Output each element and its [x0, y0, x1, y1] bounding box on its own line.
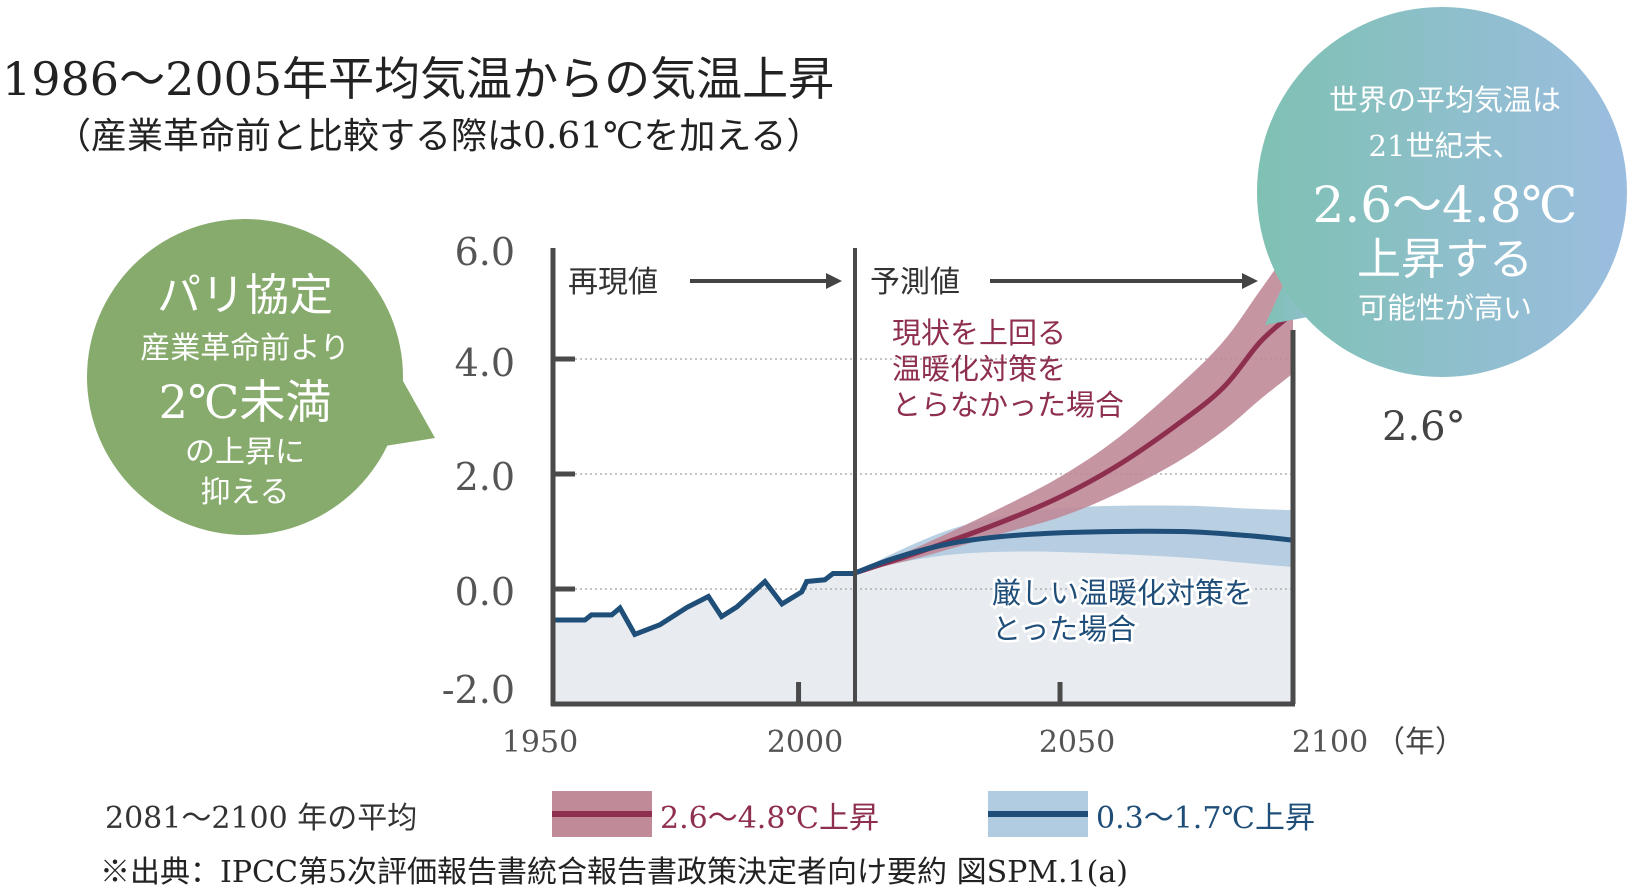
bubble-text: パリ協定: [157, 270, 333, 321]
legend: 2081～2100 年の平均 2.6～4.8℃上昇 0.3～1.7℃上昇: [105, 791, 1315, 837]
annotation-line: 現状を上回る: [892, 316, 1066, 350]
arrow-icon: [690, 273, 842, 289]
legend-swatch-line: [988, 811, 1088, 817]
bubble-text: 可能性が高い: [1358, 291, 1532, 325]
chart-title: 1986～2005年平均気温からの気温上昇: [2, 52, 834, 106]
bubble-text: 世界の平均気温は: [1329, 83, 1561, 117]
bubble-text: 21世紀末、: [1369, 129, 1522, 163]
legend-label: 2.6～4.8℃上昇: [660, 801, 879, 836]
y-tick-label: 0.0: [455, 570, 515, 614]
annotation-line: とらなかった場合: [892, 388, 1124, 422]
x-tick-label: 1950: [502, 725, 578, 760]
legend-item-high: 2.6～4.8℃上昇: [552, 791, 879, 837]
bubble-text: 2℃未満: [159, 375, 332, 429]
bubble-text: 2.6～4.8℃: [1313, 176, 1578, 234]
x-axis-label: （年）: [1375, 725, 1465, 760]
area-fill: [553, 531, 1293, 704]
annotation-line: 温暖化対策を: [892, 352, 1066, 386]
bubble-text: の上昇に: [185, 435, 305, 470]
x-tick-label: 2050: [1039, 725, 1115, 760]
annotation-line: とった場合: [992, 612, 1136, 646]
y-tick-label: -2.0: [442, 668, 515, 712]
annotation-line: 厳しい温暖化対策を: [992, 576, 1253, 610]
section-label-projection: 予測値: [870, 265, 960, 300]
paris-agreement-bubble: パリ協定 産業革命前より 2℃未満 の上昇に 抑える: [87, 219, 435, 535]
annotation-high-scenario: 現状を上回る 温暖化対策を とらなかった場合: [892, 316, 1124, 422]
bubble-text: 抑える: [200, 475, 289, 510]
plot-area: [550, 244, 1296, 707]
legend-item-low: 0.3～1.7℃上昇: [988, 791, 1315, 837]
source-note: ※出典：IPCC第5次評価報告書統合報告書政策決定者向け要約 図SPM.1(a): [100, 855, 1128, 890]
section-label-historical: 再現値: [568, 265, 658, 300]
bubble-text: 産業革命前より: [140, 331, 349, 366]
bubble-text: 上昇する: [1357, 234, 1533, 285]
band-low: [855, 505, 1293, 573]
y-tick-label: 4.0: [455, 341, 515, 385]
y-axis-ticks: 6.0 4.0 2.0 0.0 -2.0: [442, 230, 515, 712]
x-tick-label: 2100: [1292, 725, 1368, 760]
line-low: [854, 528, 1294, 576]
y-tick-label: 6.0: [455, 230, 515, 274]
line-historical: [553, 570, 855, 638]
chart-subtitle: （産業革命前と比較する際は0.61℃を加える）: [55, 116, 822, 157]
x-tick-label: 2000: [767, 725, 843, 760]
legend-title: 2081～2100 年の平均: [105, 801, 417, 836]
legend-swatch-line: [552, 811, 652, 817]
y-tick-label: 2.0: [455, 455, 515, 499]
forecast-bubble: 世界の平均気温は 21世紀末、 2.6～4.8℃ 上昇する 可能性が高い: [1257, 7, 1627, 377]
arrow-icon: [990, 273, 1258, 289]
x-axis-ticks: 1950 2000 2050 2100 （年）: [502, 725, 1465, 760]
annotation-low-scenario: 厳しい温暖化対策を とった場合: [992, 576, 1262, 646]
legend-label: 0.3～1.7℃上昇: [1096, 801, 1315, 836]
band-high: [855, 244, 1293, 573]
side-label: 2.6°: [1382, 404, 1466, 450]
